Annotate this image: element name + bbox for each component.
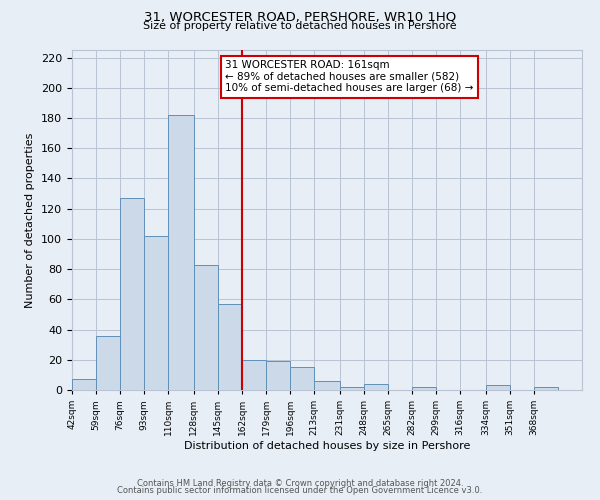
Text: Size of property relative to detached houses in Pershore: Size of property relative to detached ho… [143, 21, 457, 31]
Bar [144, 236, 169, 390]
Bar [412, 387, 436, 390]
Bar [218, 304, 242, 390]
Text: Contains HM Land Registry data © Crown copyright and database right 2024.: Contains HM Land Registry data © Crown c… [137, 478, 463, 488]
Bar [194, 264, 218, 390]
Bar [120, 198, 144, 390]
Bar [96, 336, 120, 390]
Bar [534, 387, 558, 390]
Bar [169, 115, 194, 390]
Bar [314, 381, 340, 390]
Bar [72, 380, 96, 390]
Bar [242, 360, 266, 390]
Text: Contains public sector information licensed under the Open Government Licence v3: Contains public sector information licen… [118, 486, 482, 495]
Bar [485, 386, 510, 390]
Bar [340, 387, 364, 390]
X-axis label: Distribution of detached houses by size in Pershore: Distribution of detached houses by size … [184, 441, 470, 451]
Bar [290, 368, 314, 390]
Bar [266, 362, 290, 390]
Bar [364, 384, 388, 390]
Text: 31 WORCESTER ROAD: 161sqm
← 89% of detached houses are smaller (582)
10% of semi: 31 WORCESTER ROAD: 161sqm ← 89% of detac… [225, 60, 473, 94]
Text: 31, WORCESTER ROAD, PERSHORE, WR10 1HQ: 31, WORCESTER ROAD, PERSHORE, WR10 1HQ [144, 10, 456, 23]
Y-axis label: Number of detached properties: Number of detached properties [25, 132, 35, 308]
